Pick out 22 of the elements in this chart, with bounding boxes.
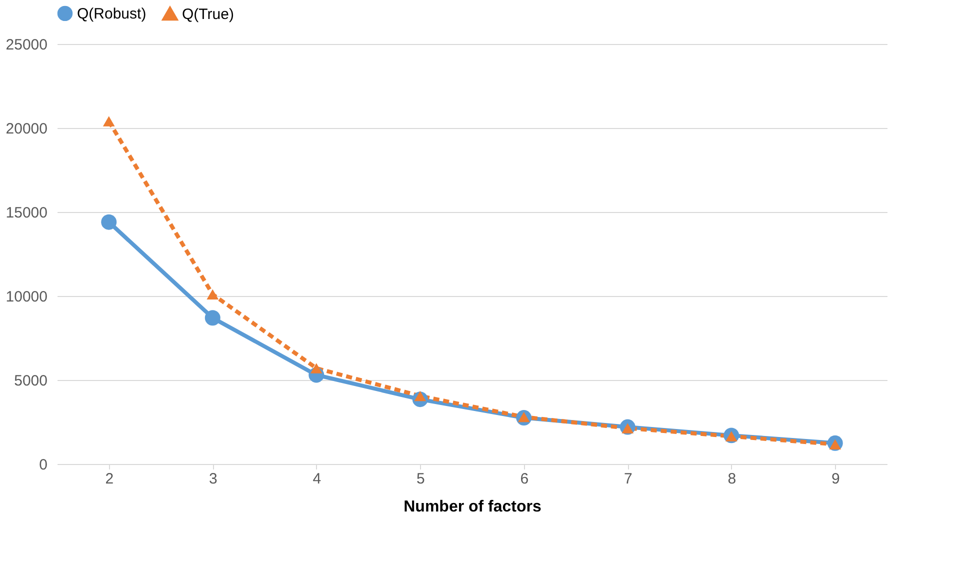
y-tick-label: 0 [39,456,48,474]
point [310,363,322,374]
point [204,310,220,326]
x-tick-label: 3 [208,470,218,488]
y-tick-label: 25000 [6,36,48,54]
x-tick-label: 9 [831,470,840,488]
y-tick-label: 5000 [14,372,48,390]
legend-label: Q(Robust) [77,5,146,22]
y-tick-label: 20000 [6,120,48,138]
x-tick-label: 8 [728,470,736,488]
y-tick-label: 10000 [6,288,48,306]
x-tick-label: 7 [624,470,632,488]
point [102,116,115,126]
point [101,214,117,230]
point [206,289,219,300]
x-axis-title: Number of factors [404,498,542,516]
x-tick-label: 5 [416,470,425,488]
legend-label: Q(True) [182,6,234,23]
y-tick-label: 15000 [6,204,48,222]
x-tick-label: 6 [520,470,529,488]
x-tick-label: 4 [312,470,322,488]
x-tick-label: 2 [105,470,114,488]
